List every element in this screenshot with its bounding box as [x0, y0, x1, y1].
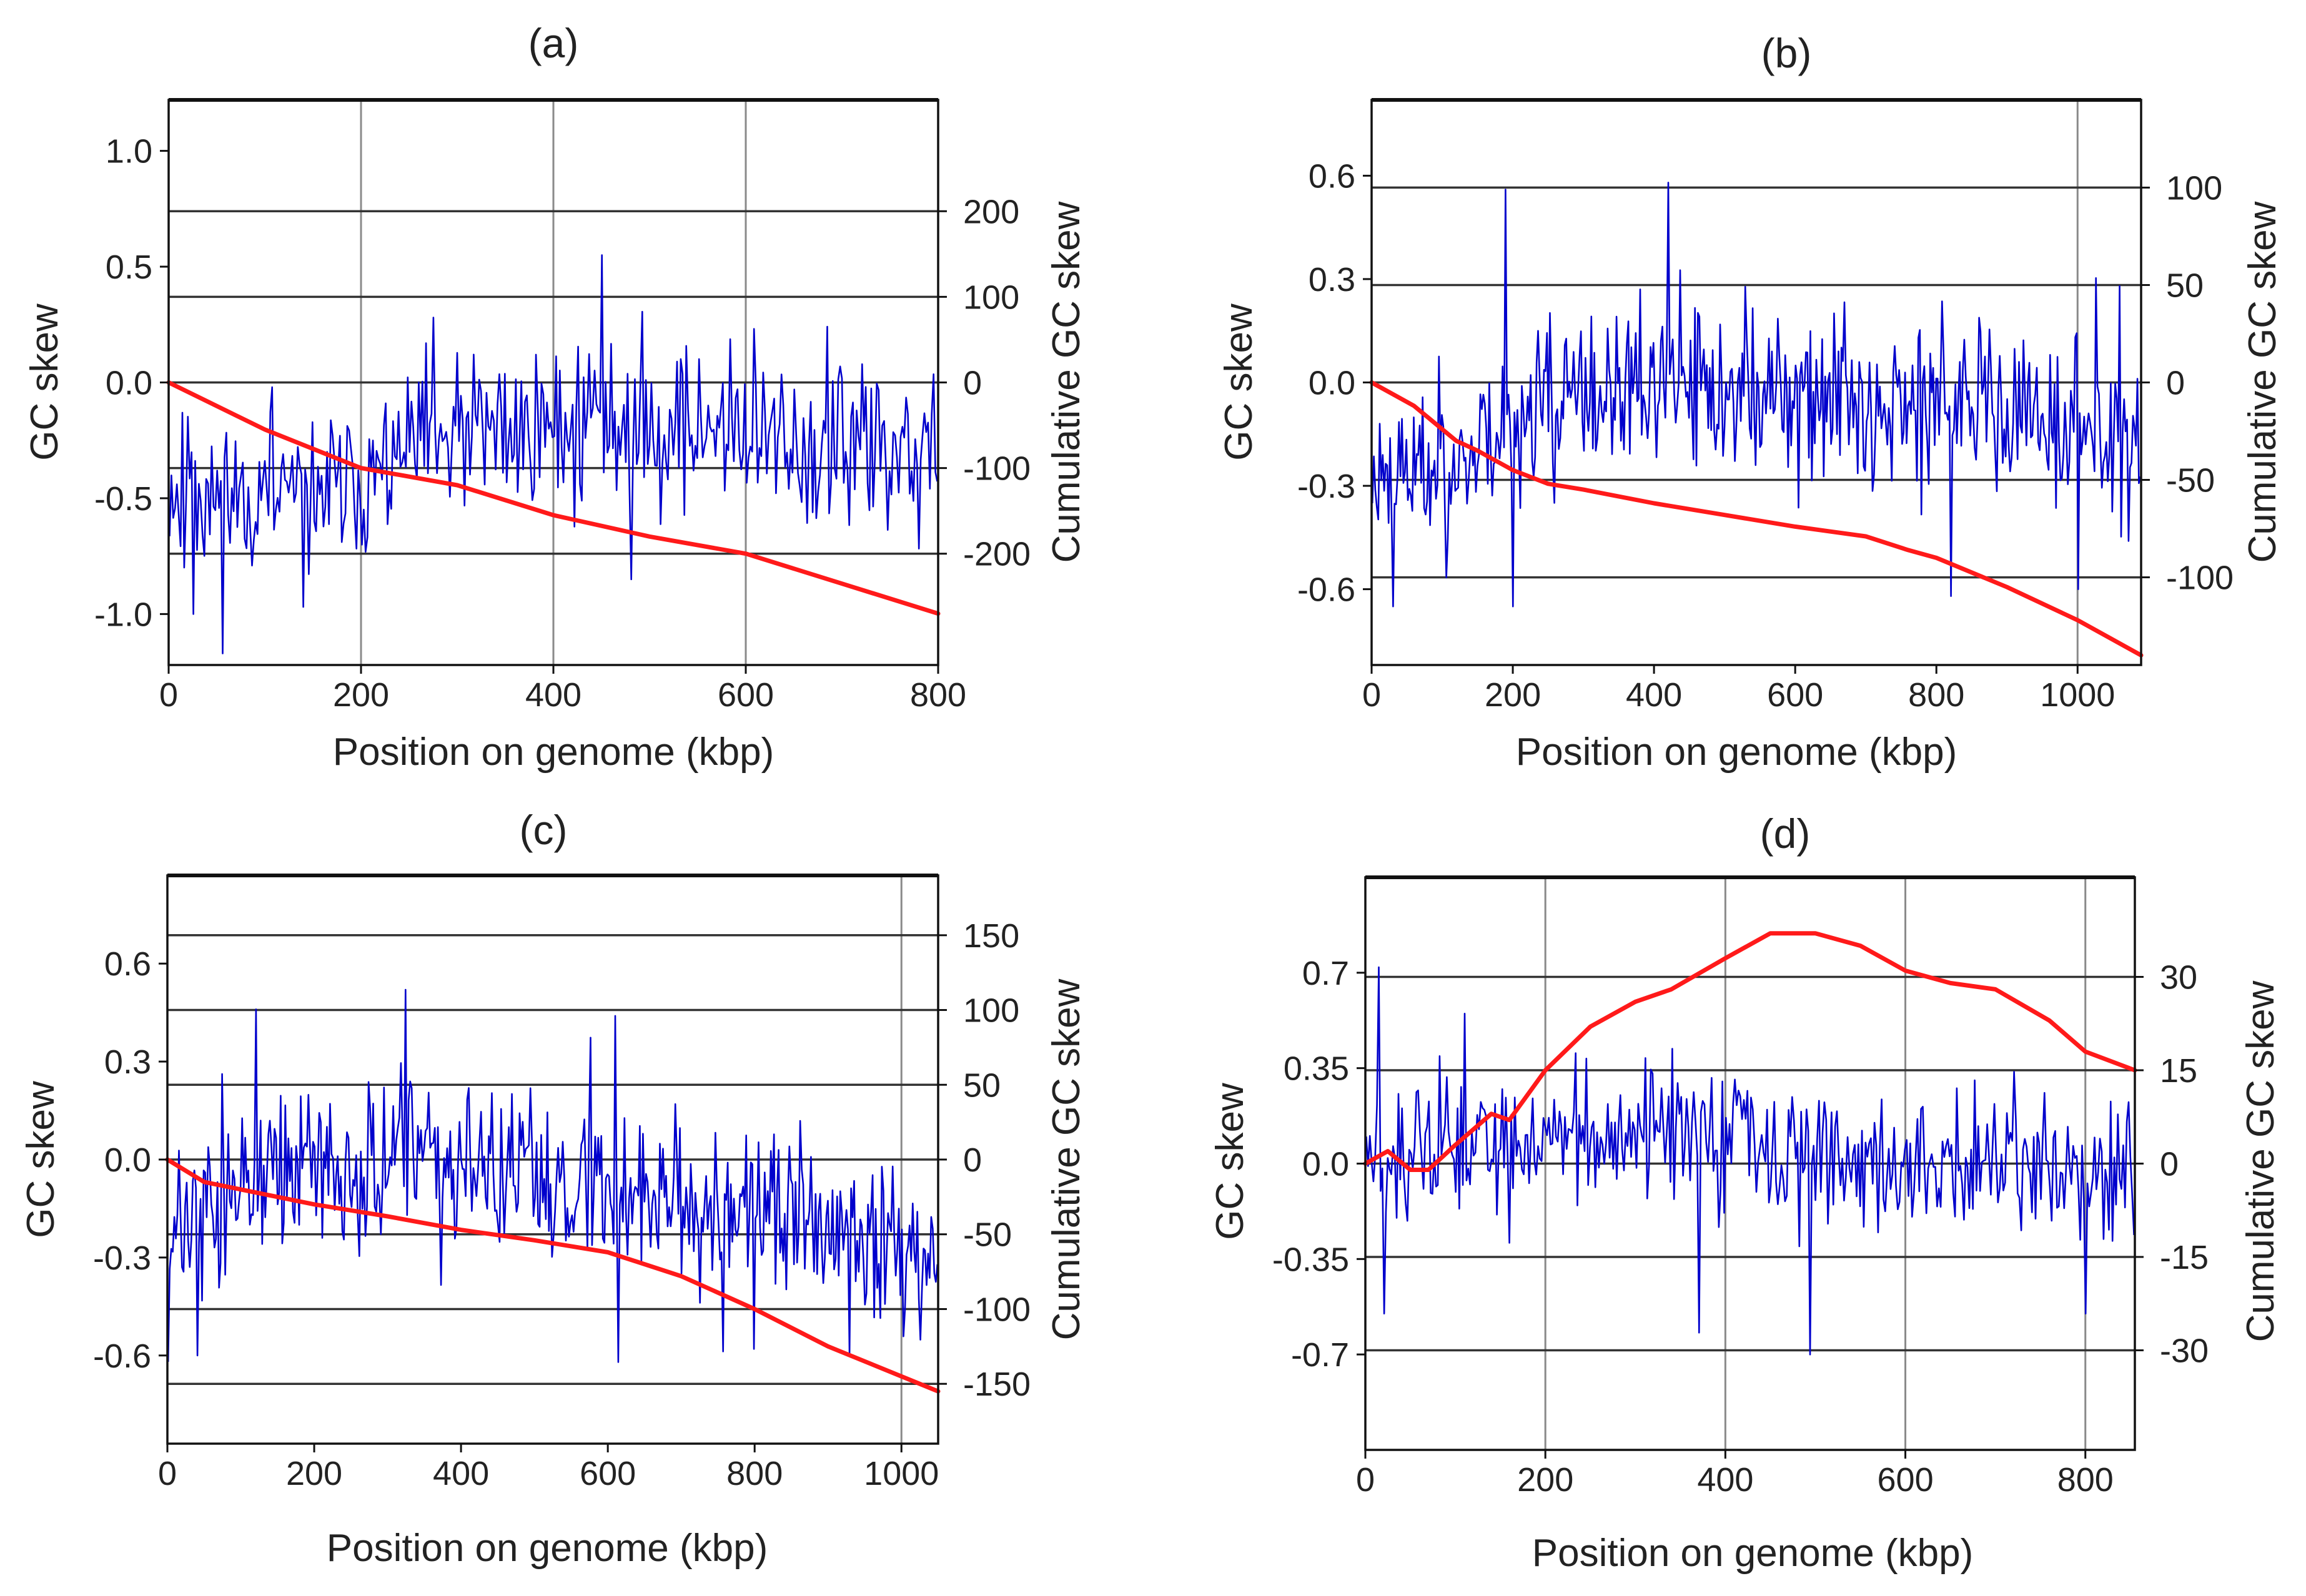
- gc-skew-series: [1371, 182, 2142, 608]
- x-tick-label: 400: [525, 676, 581, 714]
- y-tick-label: 0.0: [104, 1141, 151, 1179]
- y-tick-label: 0.5: [106, 249, 152, 286]
- y-tick-label: 1.0: [106, 133, 152, 170]
- cumulative-gc-skew-series: [1363, 931, 2137, 1172]
- y-tick-label: -0.6: [93, 1337, 151, 1375]
- x-tick-label: 800: [2057, 1461, 2114, 1499]
- panel-label: (b): [1761, 30, 1812, 76]
- x-axis-label: Position on genome (kbp): [333, 731, 774, 774]
- y2-tick-label: 200: [963, 193, 1019, 230]
- y-axis-label: GC skew: [19, 1081, 62, 1238]
- y-axis-label: GC skew: [23, 303, 66, 461]
- y2-axis-label: Cumulative GC skew: [2239, 980, 2282, 1342]
- y-axis-label: GC skew: [1217, 303, 1260, 461]
- y2-tick-label: 0: [963, 1141, 982, 1179]
- x-tick-label: 0: [1356, 1461, 1375, 1499]
- x-tick-label: 400: [1697, 1461, 1753, 1499]
- y-axis-label: GC skew: [1209, 1083, 1252, 1240]
- y2-axis-label: Cumulative GC skew: [1045, 978, 1088, 1340]
- x-tick-label: 200: [333, 676, 389, 714]
- y2-tick-label: -200: [963, 536, 1031, 573]
- y2-tick-label: -100: [963, 1291, 1031, 1328]
- y2-tick-label: -100: [963, 450, 1031, 488]
- y-tick-label: 0.6: [104, 945, 151, 983]
- x-tick-label: 800: [726, 1455, 783, 1492]
- y-tick-label: -0.3: [1297, 468, 1355, 505]
- x-tick-label: 600: [718, 676, 774, 714]
- panel-label: (a): [528, 20, 579, 66]
- y-tick-label: -0.6: [1297, 571, 1355, 609]
- panel-a: (a) GC skew Cumulative GC skew Position …: [23, 20, 1088, 774]
- y2-tick-label: -15: [2160, 1239, 2209, 1276]
- y2-tick-label: 50: [2166, 267, 2204, 304]
- y2-tick-label: 0: [2166, 365, 2185, 402]
- x-tick-label: 0: [158, 1455, 177, 1492]
- y-tick-label: -0.5: [94, 480, 152, 518]
- y-tick-label: 0.6: [1309, 157, 1355, 195]
- y-tick-label: -1.0: [94, 596, 152, 633]
- x-tick-label: 600: [580, 1455, 636, 1492]
- gc-skew-series: [1365, 966, 2135, 1356]
- panel-label: (d): [1760, 810, 1811, 857]
- panel-c: (c) GC skew Cumulative GC skew Position …: [19, 807, 1088, 1570]
- y-tick-label: 0.35: [1284, 1050, 1349, 1088]
- y2-tick-label: 0: [963, 365, 982, 402]
- x-tick-label: 600: [1878, 1461, 1934, 1499]
- y-tick-label: -0.3: [93, 1239, 151, 1277]
- y2-tick-label: 100: [963, 278, 1019, 316]
- y2-tick-label: -50: [2166, 462, 2215, 500]
- x-tick-label: 200: [286, 1455, 342, 1492]
- y2-tick-label: -150: [963, 1366, 1031, 1403]
- x-axis-label: Position on genome (kbp): [1516, 731, 1957, 774]
- panel-label: (c): [520, 807, 568, 853]
- panel-b: (b) GC skew Cumulative GC skew Position …: [1217, 30, 2284, 774]
- y2-tick-label: 15: [2160, 1052, 2197, 1090]
- gc-skew-series: [169, 254, 938, 654]
- x-tick-label: 200: [1485, 676, 1541, 714]
- y2-tick-label: -50: [963, 1216, 1012, 1254]
- gc-skew-series: [167, 988, 939, 1363]
- x-tick-label: 1000: [864, 1455, 939, 1492]
- x-tick-label: 200: [1517, 1461, 1573, 1499]
- cumulative-gc-skew-series: [166, 380, 941, 616]
- cumulative-gc-skew-series: [165, 1157, 941, 1394]
- x-tick-label: 800: [1908, 676, 1964, 714]
- x-tick-label: 800: [910, 676, 966, 714]
- y2-tick-label: 100: [2166, 169, 2222, 207]
- cumulative-gc-skew-series: [1369, 380, 2144, 658]
- y2-tick-label: 50: [963, 1066, 1001, 1104]
- y2-tick-label: 100: [963, 992, 1019, 1030]
- x-tick-label: 600: [1767, 676, 1823, 714]
- y2-tick-label: 0: [2160, 1146, 2179, 1183]
- y2-axis-label: Cumulative GC skew: [2241, 201, 2284, 563]
- y2-tick-label: -30: [2160, 1332, 2209, 1370]
- x-axis-label: Position on genome (kbp): [327, 1527, 768, 1570]
- x-tick-label: 0: [1362, 676, 1381, 714]
- x-tick-label: 1000: [2040, 676, 2115, 714]
- y2-tick-label: 150: [963, 917, 1019, 955]
- x-tick-label: 0: [159, 676, 178, 714]
- x-axis-label: Position on genome (kbp): [1532, 1532, 1974, 1575]
- y-tick-label: -0.35: [1272, 1241, 1349, 1278]
- y-tick-label: 0.7: [1302, 955, 1349, 992]
- y-tick-label: 0.3: [1309, 261, 1355, 298]
- y2-tick-label: -100: [2166, 559, 2234, 597]
- x-tick-label: 400: [433, 1455, 489, 1492]
- y-tick-label: 0.0: [1309, 365, 1355, 402]
- y-tick-label: -0.7: [1291, 1336, 1349, 1374]
- y-tick-label: 0.3: [104, 1043, 151, 1081]
- y-tick-label: 0.0: [1302, 1146, 1349, 1183]
- y-tick-label: 0.0: [106, 365, 152, 402]
- y2-tick-label: 30: [2160, 958, 2197, 996]
- panel-d: (d) GC skew Cumulative GC skew Position …: [1209, 810, 2282, 1575]
- y2-axis-label: Cumulative GC skew: [1045, 201, 1088, 563]
- x-tick-label: 400: [1626, 676, 1682, 714]
